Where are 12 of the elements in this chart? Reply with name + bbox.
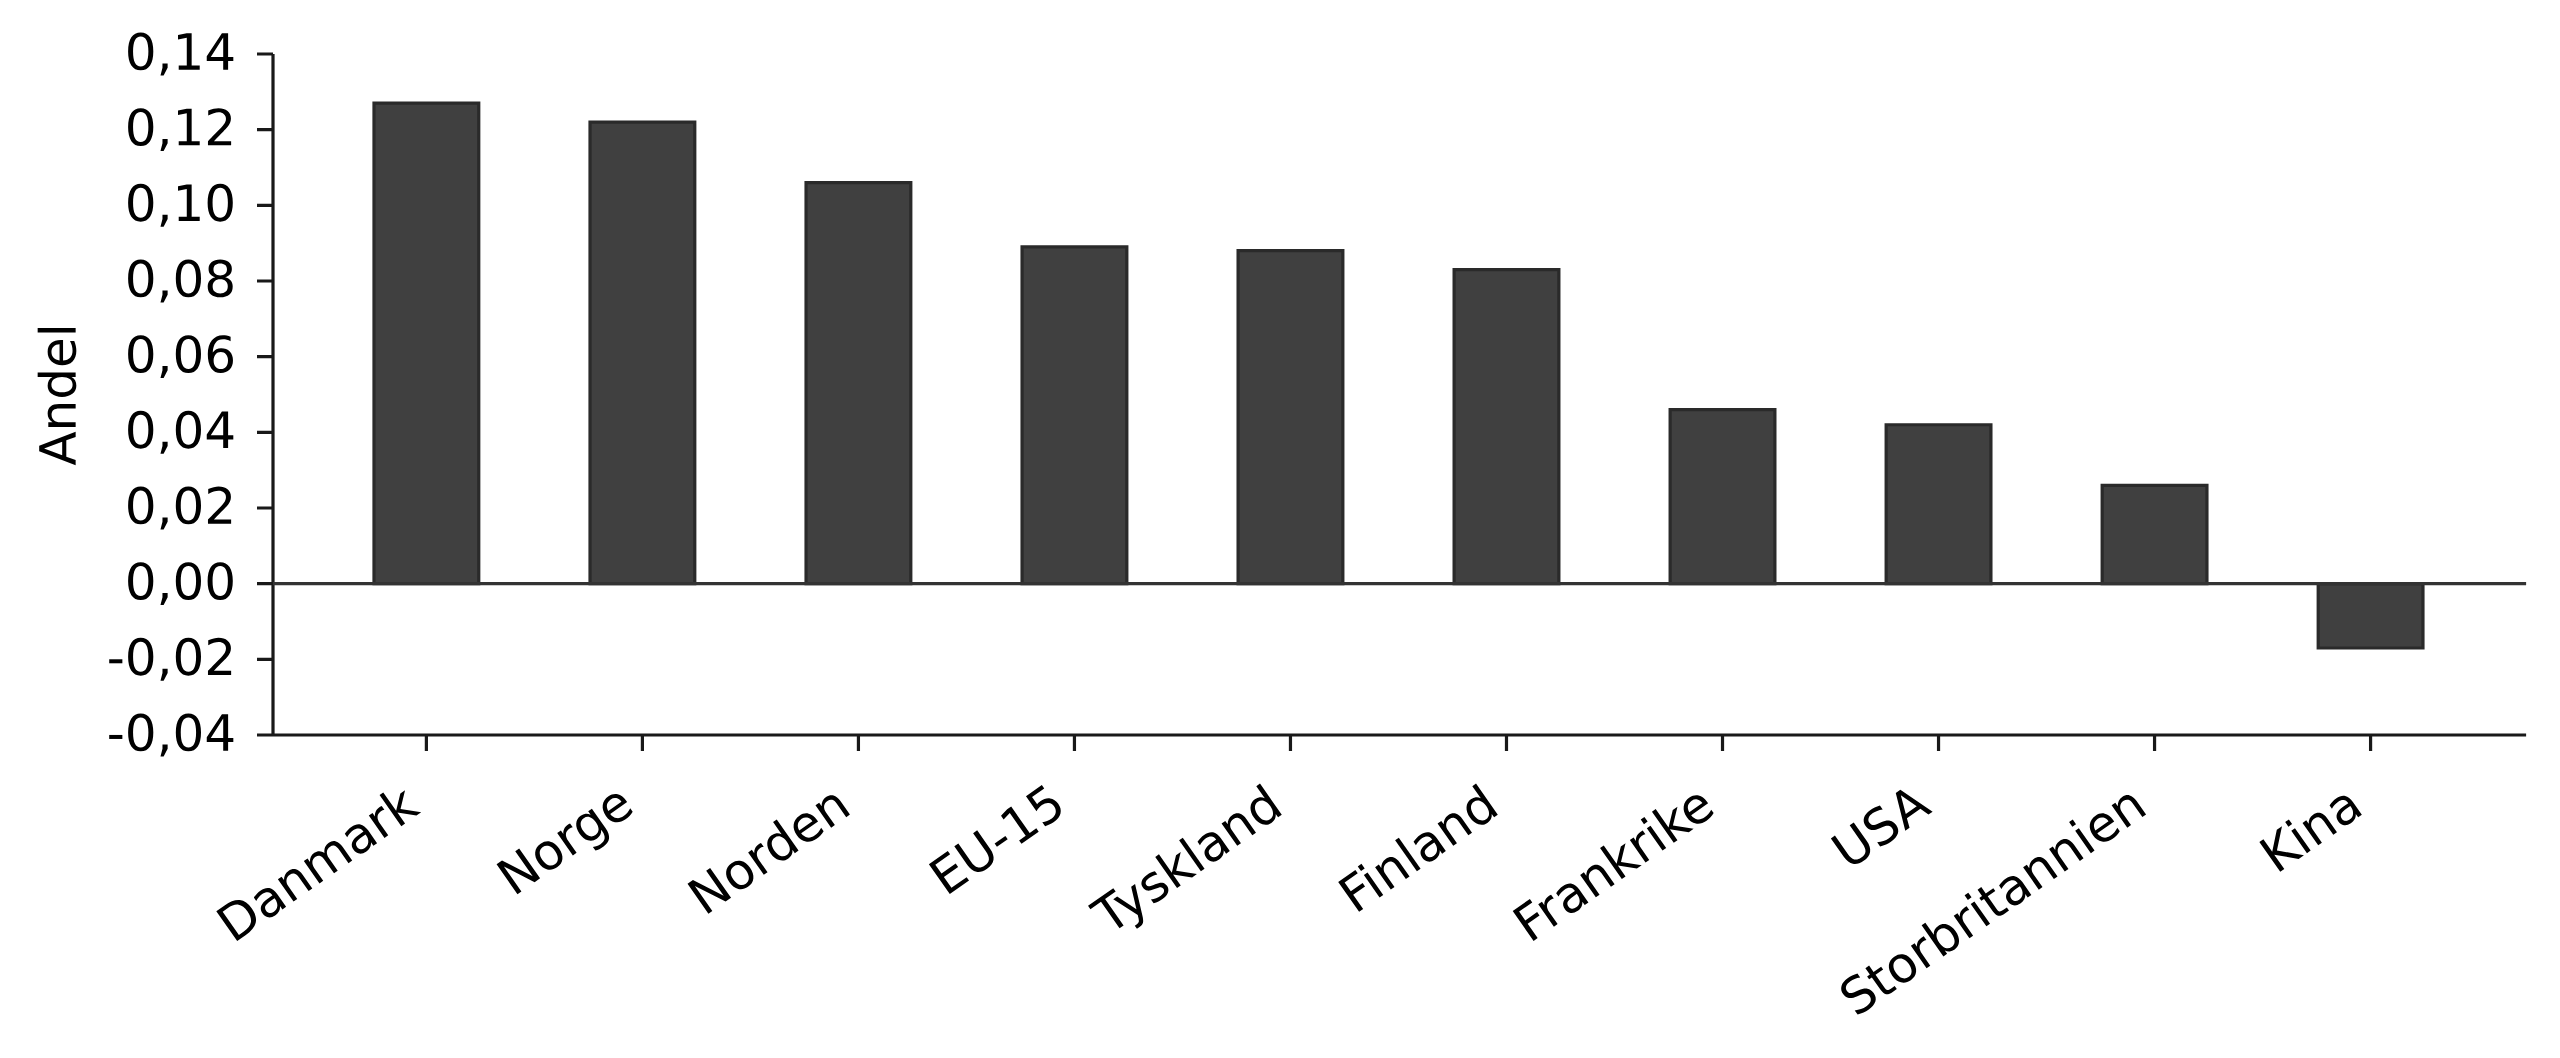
y-tick-label: 0,06 [128, 335, 233, 379]
y-tick-label: -0,02 [109, 637, 232, 681]
y-tick-label: 0,00 [128, 562, 233, 606]
x-tick-label: Kina [2259, 795, 2362, 872]
y-axis-title: Andel [37, 328, 77, 466]
y-tick-label: 0,04 [128, 410, 234, 454]
y-tick-label: 0,10 [128, 183, 233, 227]
y-tick-label: 0,12 [128, 108, 232, 152]
y-tick-label: -0,04 [109, 713, 234, 757]
y-tick-label: 0,08 [128, 259, 233, 303]
y-tick-label: 0,14 [128, 32, 234, 76]
y-tick-label: 0,02 [128, 486, 232, 530]
